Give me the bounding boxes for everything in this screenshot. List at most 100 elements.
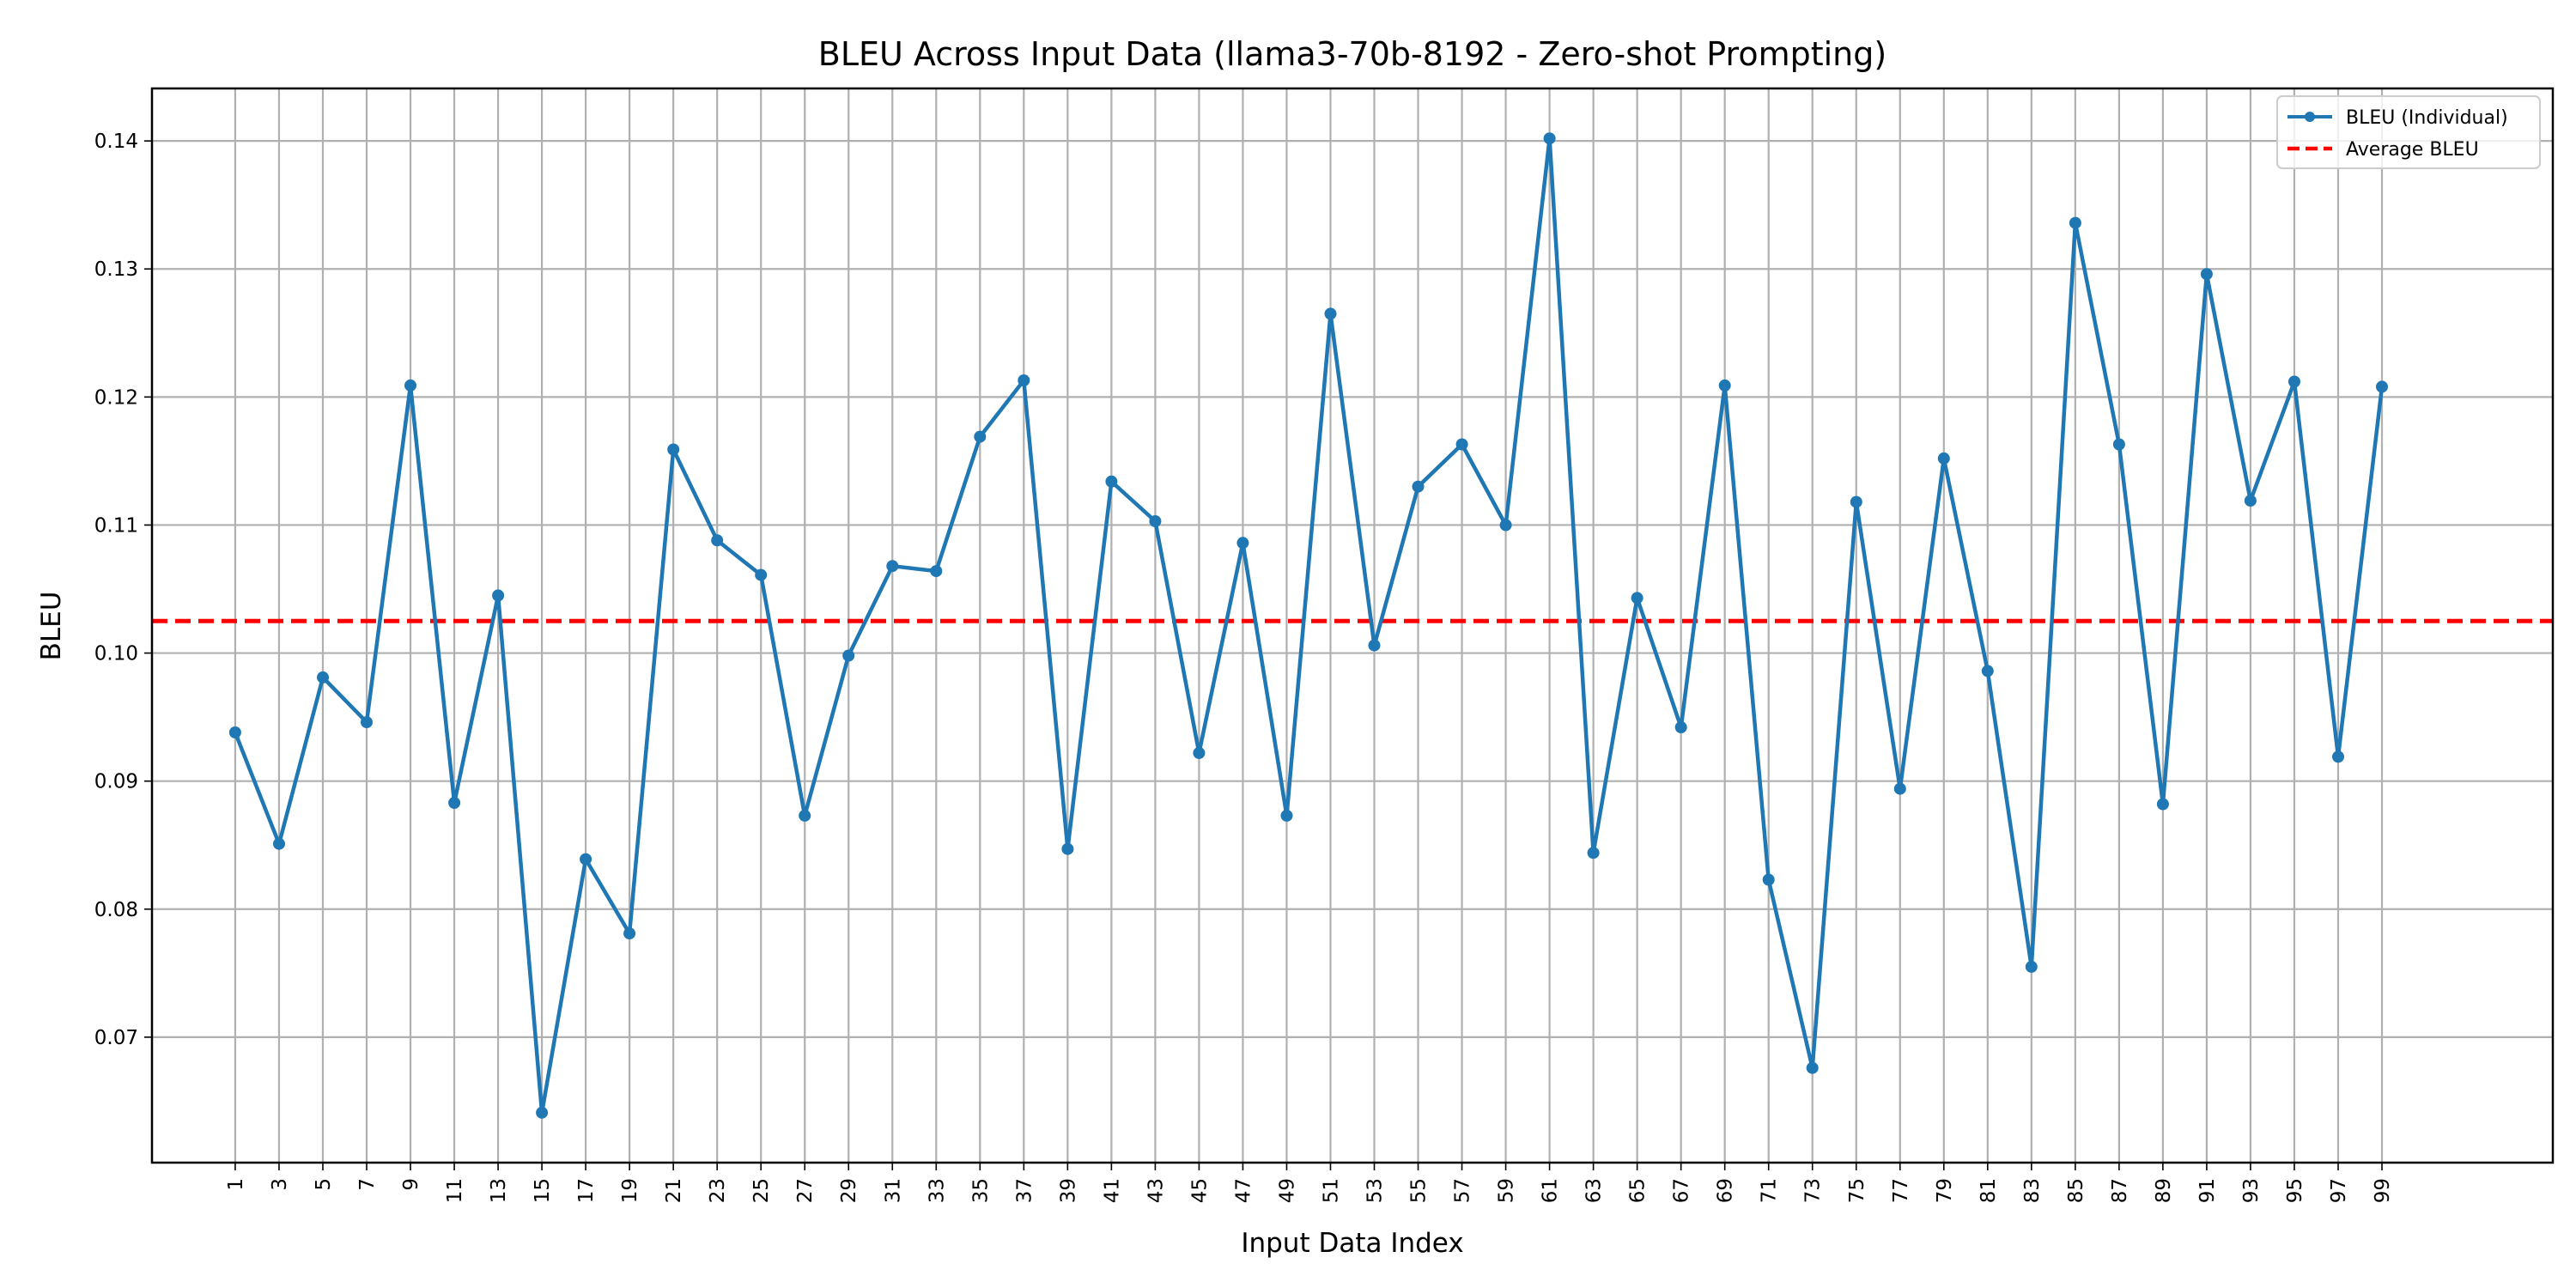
x-tick-label: 41 — [1101, 1178, 1123, 1203]
x-tick-label: 3 — [269, 1178, 291, 1191]
bleu-data-point — [2376, 380, 2388, 393]
bleu-data-point — [1762, 873, 1775, 886]
bleu-data-point — [667, 443, 680, 456]
chart-title: BLEU Across Input Data (llama3-70b-8192 … — [818, 35, 1886, 73]
bleu-data-point — [1105, 475, 1118, 488]
bleu-data-point — [930, 565, 943, 578]
x-tick-label: 15 — [532, 1178, 554, 1203]
y-axis-label: BLEU — [36, 592, 67, 661]
y-axis-ticks: 0.07 0.08 0.09 0.10 0.11 0.12 0.13 0.14 — [94, 131, 152, 1049]
bleu-data-point — [974, 430, 987, 443]
bleu-data-point — [1368, 639, 1381, 652]
x-tick-label: 35 — [969, 1178, 992, 1203]
bleu-data-point — [842, 649, 855, 662]
x-tick-label: 71 — [1759, 1178, 1781, 1203]
bleu-data-point — [2025, 960, 2038, 973]
legend-label-individual: BLEU (Individual) — [2346, 107, 2508, 129]
bleu-data-point — [755, 568, 768, 581]
bleu-data-point — [2200, 268, 2213, 281]
bleu-data-point — [1718, 379, 1731, 392]
bleu-data-point — [1981, 665, 1994, 677]
x-tick-label: 49 — [1276, 1178, 1298, 1203]
x-tick-label: 63 — [1583, 1178, 1606, 1203]
bleu-data-point — [2332, 750, 2344, 763]
bleu-data-point — [2244, 495, 2257, 507]
x-tick-label: 21 — [663, 1178, 685, 1203]
x-tick-label: 45 — [1188, 1178, 1211, 1203]
x-tick-label: 93 — [2240, 1178, 2263, 1203]
x-tick-label: 19 — [619, 1178, 641, 1203]
x-tick-label: 99 — [2372, 1178, 2394, 1203]
bleu-data-point — [1937, 452, 1950, 465]
x-tick-label: 51 — [1320, 1178, 1342, 1203]
bleu-data-point — [404, 379, 416, 392]
bleu-data-point — [1193, 746, 1206, 759]
x-tick-label: 37 — [1013, 1178, 1036, 1203]
bleu-data-point — [1543, 132, 1556, 145]
bleu-data-point — [1499, 519, 1512, 532]
bleu-data-point — [2112, 438, 2125, 451]
x-tick-label: 7 — [356, 1178, 379, 1191]
y-tick-label: 0.12 — [94, 386, 138, 409]
bleu-individual-line — [233, 136, 2385, 1115]
bleu-data-point — [228, 726, 241, 738]
bleu-data-point — [1061, 842, 1074, 855]
bleu-data-point — [1455, 438, 1468, 451]
x-tick-label: 95 — [2284, 1178, 2306, 1203]
bleu-data-point — [1893, 782, 1906, 795]
bleu-data-point — [2156, 798, 2169, 811]
bleu-data-point — [2069, 216, 2081, 229]
bleu-data-point — [361, 716, 373, 729]
x-tick-label: 83 — [2021, 1178, 2044, 1203]
x-axis-label: Input Data Index — [1241, 1228, 1463, 1259]
bleu-data-point — [273, 837, 285, 850]
y-tick-label: 0.09 — [94, 771, 138, 793]
legend: BLEU (Individual) Average BLEU — [2276, 95, 2541, 169]
bleu-data-point — [536, 1106, 549, 1119]
bleu-data-point — [711, 534, 724, 547]
bleu-data-point — [1324, 307, 1337, 320]
legend-label-average: Average BLEU — [2346, 139, 2479, 161]
x-tick-label: 17 — [575, 1178, 598, 1203]
x-tick-label: 11 — [444, 1178, 466, 1203]
legend-box — [2276, 95, 2541, 169]
bleu-data-point — [1280, 809, 1293, 822]
x-tick-label: 59 — [1496, 1178, 1518, 1203]
bleu-data-point — [623, 927, 636, 940]
x-tick-label: 65 — [1627, 1178, 1649, 1203]
x-tick-label: 91 — [2196, 1178, 2219, 1203]
x-axis-ticks: 1 3 5 7 9 11 13 15 17 19 21 23 25 27 29 31 33 35 37 39 41 43 4… — [225, 1163, 2394, 1203]
plot-frame — [150, 87, 2555, 1164]
bleu-data-point — [1850, 495, 1862, 508]
series-layer — [228, 132, 2388, 1119]
x-tick-label: 67 — [1671, 1178, 1693, 1203]
legend-marker-individual — [2305, 112, 2315, 122]
y-tick-label: 0.10 — [94, 643, 138, 665]
x-tick-label: 81 — [1978, 1178, 2000, 1203]
bleu-data-point — [580, 853, 592, 866]
x-tick-label: 27 — [794, 1178, 817, 1203]
x-tick-label: 61 — [1540, 1178, 1562, 1203]
x-tick-label: 73 — [1802, 1178, 1825, 1203]
x-tick-label: 85 — [2065, 1178, 2087, 1203]
x-tick-label: 55 — [1408, 1178, 1431, 1203]
bleu-data-point — [317, 671, 329, 683]
bleu-data-point — [1018, 374, 1030, 386]
x-tick-label: 13 — [488, 1178, 510, 1203]
bleu-data-point — [1236, 537, 1249, 550]
bleu-data-point — [2288, 375, 2300, 388]
x-tick-label: 31 — [882, 1178, 904, 1203]
bleu-data-point — [886, 560, 899, 573]
y-tick-label: 0.07 — [94, 1027, 138, 1049]
x-tick-label: 39 — [1057, 1178, 1079, 1203]
bleu-data-point — [1412, 480, 1425, 493]
x-tick-label: 57 — [1452, 1178, 1474, 1203]
bleu-data-point — [1631, 592, 1643, 605]
x-tick-label: 69 — [1715, 1178, 1737, 1203]
grid-lines — [152, 88, 2553, 1163]
y-tick-label: 0.14 — [94, 131, 138, 153]
bleu-data-point — [1587, 847, 1600, 860]
x-tick-label: 89 — [2153, 1178, 2175, 1203]
x-tick-label: 77 — [1890, 1178, 1912, 1203]
